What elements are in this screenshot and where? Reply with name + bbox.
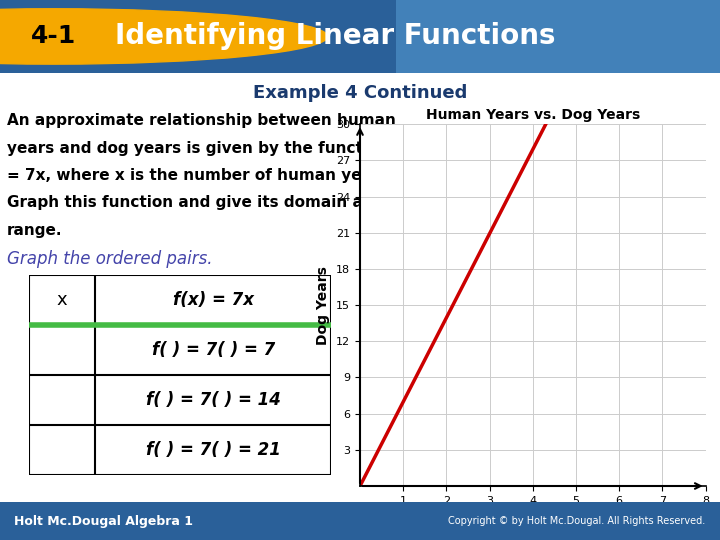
FancyBboxPatch shape — [396, 0, 720, 73]
Y-axis label: Dog Years: Dog Years — [317, 266, 330, 345]
Text: f(x) = 7x: f(x) = 7x — [173, 292, 253, 309]
Title: Human Years vs. Dog Years: Human Years vs. Dog Years — [426, 107, 640, 122]
Text: = 7x, where x is the number of human years.: = 7x, where x is the number of human yea… — [7, 168, 395, 183]
Text: Copyright © by Holt Mc.Dougal. All Rights Reserved.: Copyright © by Holt Mc.Dougal. All Right… — [449, 516, 706, 526]
FancyBboxPatch shape — [0, 0, 720, 73]
Text: Identifying Linear Functions: Identifying Linear Functions — [115, 23, 556, 50]
FancyBboxPatch shape — [0, 502, 720, 540]
Text: Holt Mc.Dougal Algebra 1: Holt Mc.Dougal Algebra 1 — [14, 515, 194, 528]
Text: Example 4 Continued: Example 4 Continued — [253, 84, 467, 102]
X-axis label: Human Years: Human Years — [481, 511, 585, 525]
Text: An approximate relationship between human: An approximate relationship between huma… — [7, 113, 396, 129]
Text: f( ) = 7( ) = 21: f( ) = 7( ) = 21 — [146, 441, 281, 459]
Text: Graph this function and give its domain and: Graph this function and give its domain … — [7, 195, 384, 211]
Text: Graph the ordered pairs.: Graph the ordered pairs. — [7, 250, 212, 268]
Text: 4-1: 4-1 — [32, 24, 76, 49]
Text: f( ) = 7( ) = 7: f( ) = 7( ) = 7 — [152, 341, 275, 359]
Text: range.: range. — [7, 222, 63, 238]
Text: x: x — [57, 292, 68, 309]
Circle shape — [0, 9, 328, 64]
Text: years and dog years is given by the function y: years and dog years is given by the func… — [7, 141, 405, 156]
Text: f( ) = 7( ) = 14: f( ) = 7( ) = 14 — [146, 392, 281, 409]
